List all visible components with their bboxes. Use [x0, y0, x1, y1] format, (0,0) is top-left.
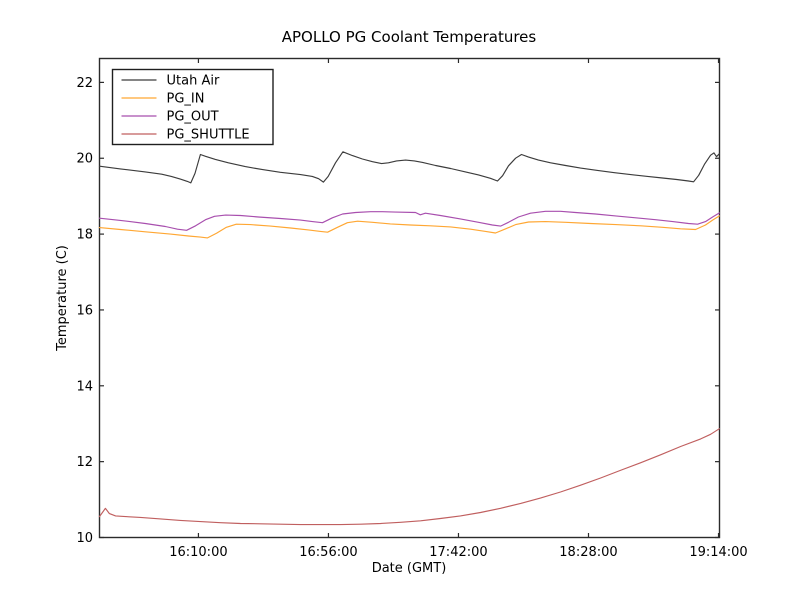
y-tick-label: 14 [76, 379, 93, 394]
series-line-pg-out [98, 210, 720, 231]
x-tick-label: 17:42:00 [429, 545, 487, 560]
x-tick-label: 16:56:00 [299, 545, 357, 560]
series-layer [98, 151, 720, 526]
legend-label: PG_OUT [167, 110, 219, 125]
legend-label: Utah Air [167, 74, 220, 89]
x-axis-label: Date (GMT) [372, 561, 447, 576]
y-tick-label: 16 [76, 303, 93, 318]
y-axis-label: Temperature (C) [55, 245, 70, 352]
legend-label: PG_IN [167, 92, 205, 107]
y-tick-label: 18 [76, 228, 93, 243]
series-line-utah-air [98, 151, 720, 184]
legend-layer: Utah Air PG_IN PG_OUT PG_SHUTTLE [111, 68, 274, 146]
y-tick-label: 22 [76, 76, 93, 91]
y-tick-label: 12 [76, 455, 93, 470]
x-tick-label: 19:14:00 [689, 545, 747, 560]
y-tick-label: 20 [76, 152, 93, 167]
plot-box [98, 57, 721, 539]
legend-label: PG_SHUTTLE [167, 128, 250, 143]
y-tick-label: 10 [76, 531, 93, 546]
series-line-pg-shuttle [98, 428, 720, 526]
x-tick-label: 18:28:00 [559, 545, 617, 560]
x-tick-label: 16:10:00 [169, 545, 227, 560]
series-line-pg-in [98, 215, 720, 239]
chart-title: APOLLO PG Coolant Temperatures [282, 28, 537, 46]
legend-box [111, 68, 274, 146]
axes-layer: 16:10:00 16:56:00 17:42:00 18:28:00 19:14:00… [76, 57, 748, 560]
